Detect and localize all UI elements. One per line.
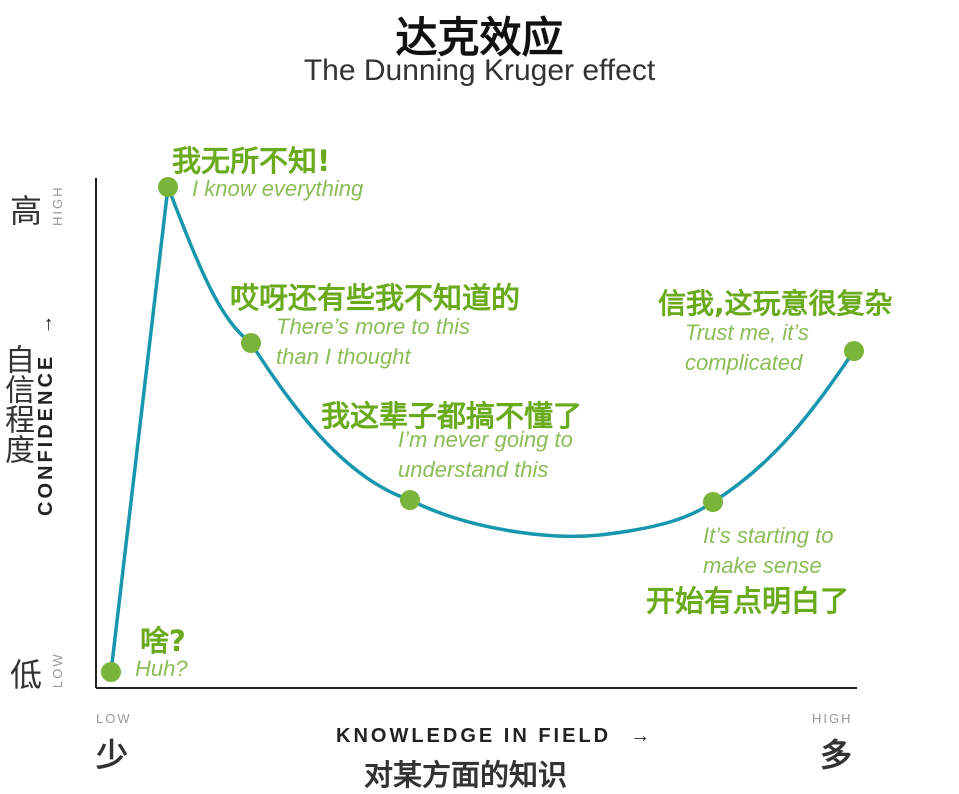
y-axis-low-zh: 低 (10, 656, 43, 694)
stage-point-complicated (844, 341, 864, 361)
x-axis-label-en: KNOWLEDGE IN FIELD (336, 725, 612, 747)
stage-starting-sense-zh: 开始有点明白了 (646, 584, 850, 618)
stage-starting-sense-en: It’s starting to make sense (703, 523, 834, 578)
x-axis-arrow-icon: → (630, 725, 654, 747)
confidence-curve (109, 185, 856, 673)
y-axis-high-en: HIGH (50, 185, 65, 227)
stage-point-more-to-this (241, 333, 261, 353)
y-axis-label-en: CONFIDENCE (35, 353, 57, 516)
x-axis-high-zh: 多 (820, 736, 853, 774)
stage-point-know-everything (158, 177, 178, 197)
stage-point-never-understand (400, 490, 420, 510)
stage-more-to-this-en: There’s more to this than I thought (276, 314, 471, 369)
x-axis-title: KNOWLEDGE IN FIELD → (336, 725, 653, 748)
stage-know-everything-en: I know everything (192, 176, 364, 201)
stage-more-to-this-zh: 哎呀还有些我不知道的 (230, 281, 521, 315)
x-axis-label-zh: 对某方面的知识 (364, 758, 568, 792)
title-chinese: 达克效应 (395, 13, 564, 62)
title-english: The Dunning Kruger effect (303, 54, 656, 87)
y-axis-title: CONFIDENCE → (35, 312, 58, 516)
y-axis-high-zh: 高 (10, 192, 43, 230)
x-axis-low-zh: 少 (96, 736, 129, 774)
y-axis-arrow-icon: → (35, 311, 57, 335)
y-axis-low-en: LOW (50, 652, 65, 688)
stage-never-understand-zh: 我这辈子都搞不懂了 (321, 399, 583, 433)
stage-complicated-zh: 信我,这玩意很复杂 (658, 287, 893, 320)
stage-point-huh (101, 662, 121, 682)
y-axis-label-zh: 自信程度 (0, 344, 34, 464)
stage-point-starting-sense (703, 492, 723, 512)
stage-huh-zh: 啥? (140, 624, 186, 658)
stage-huh-en: Huh? (135, 656, 188, 681)
stage-complicated-en: Trust me, it’s complicated (685, 320, 809, 375)
x-axis-high-en: HIGH (812, 711, 853, 726)
x-axis-low-en: LOW (96, 711, 132, 726)
stage-know-everything-zh: 我无所不知! (172, 144, 331, 178)
stage-never-understand-en: I’m never going to understand this (398, 427, 573, 482)
